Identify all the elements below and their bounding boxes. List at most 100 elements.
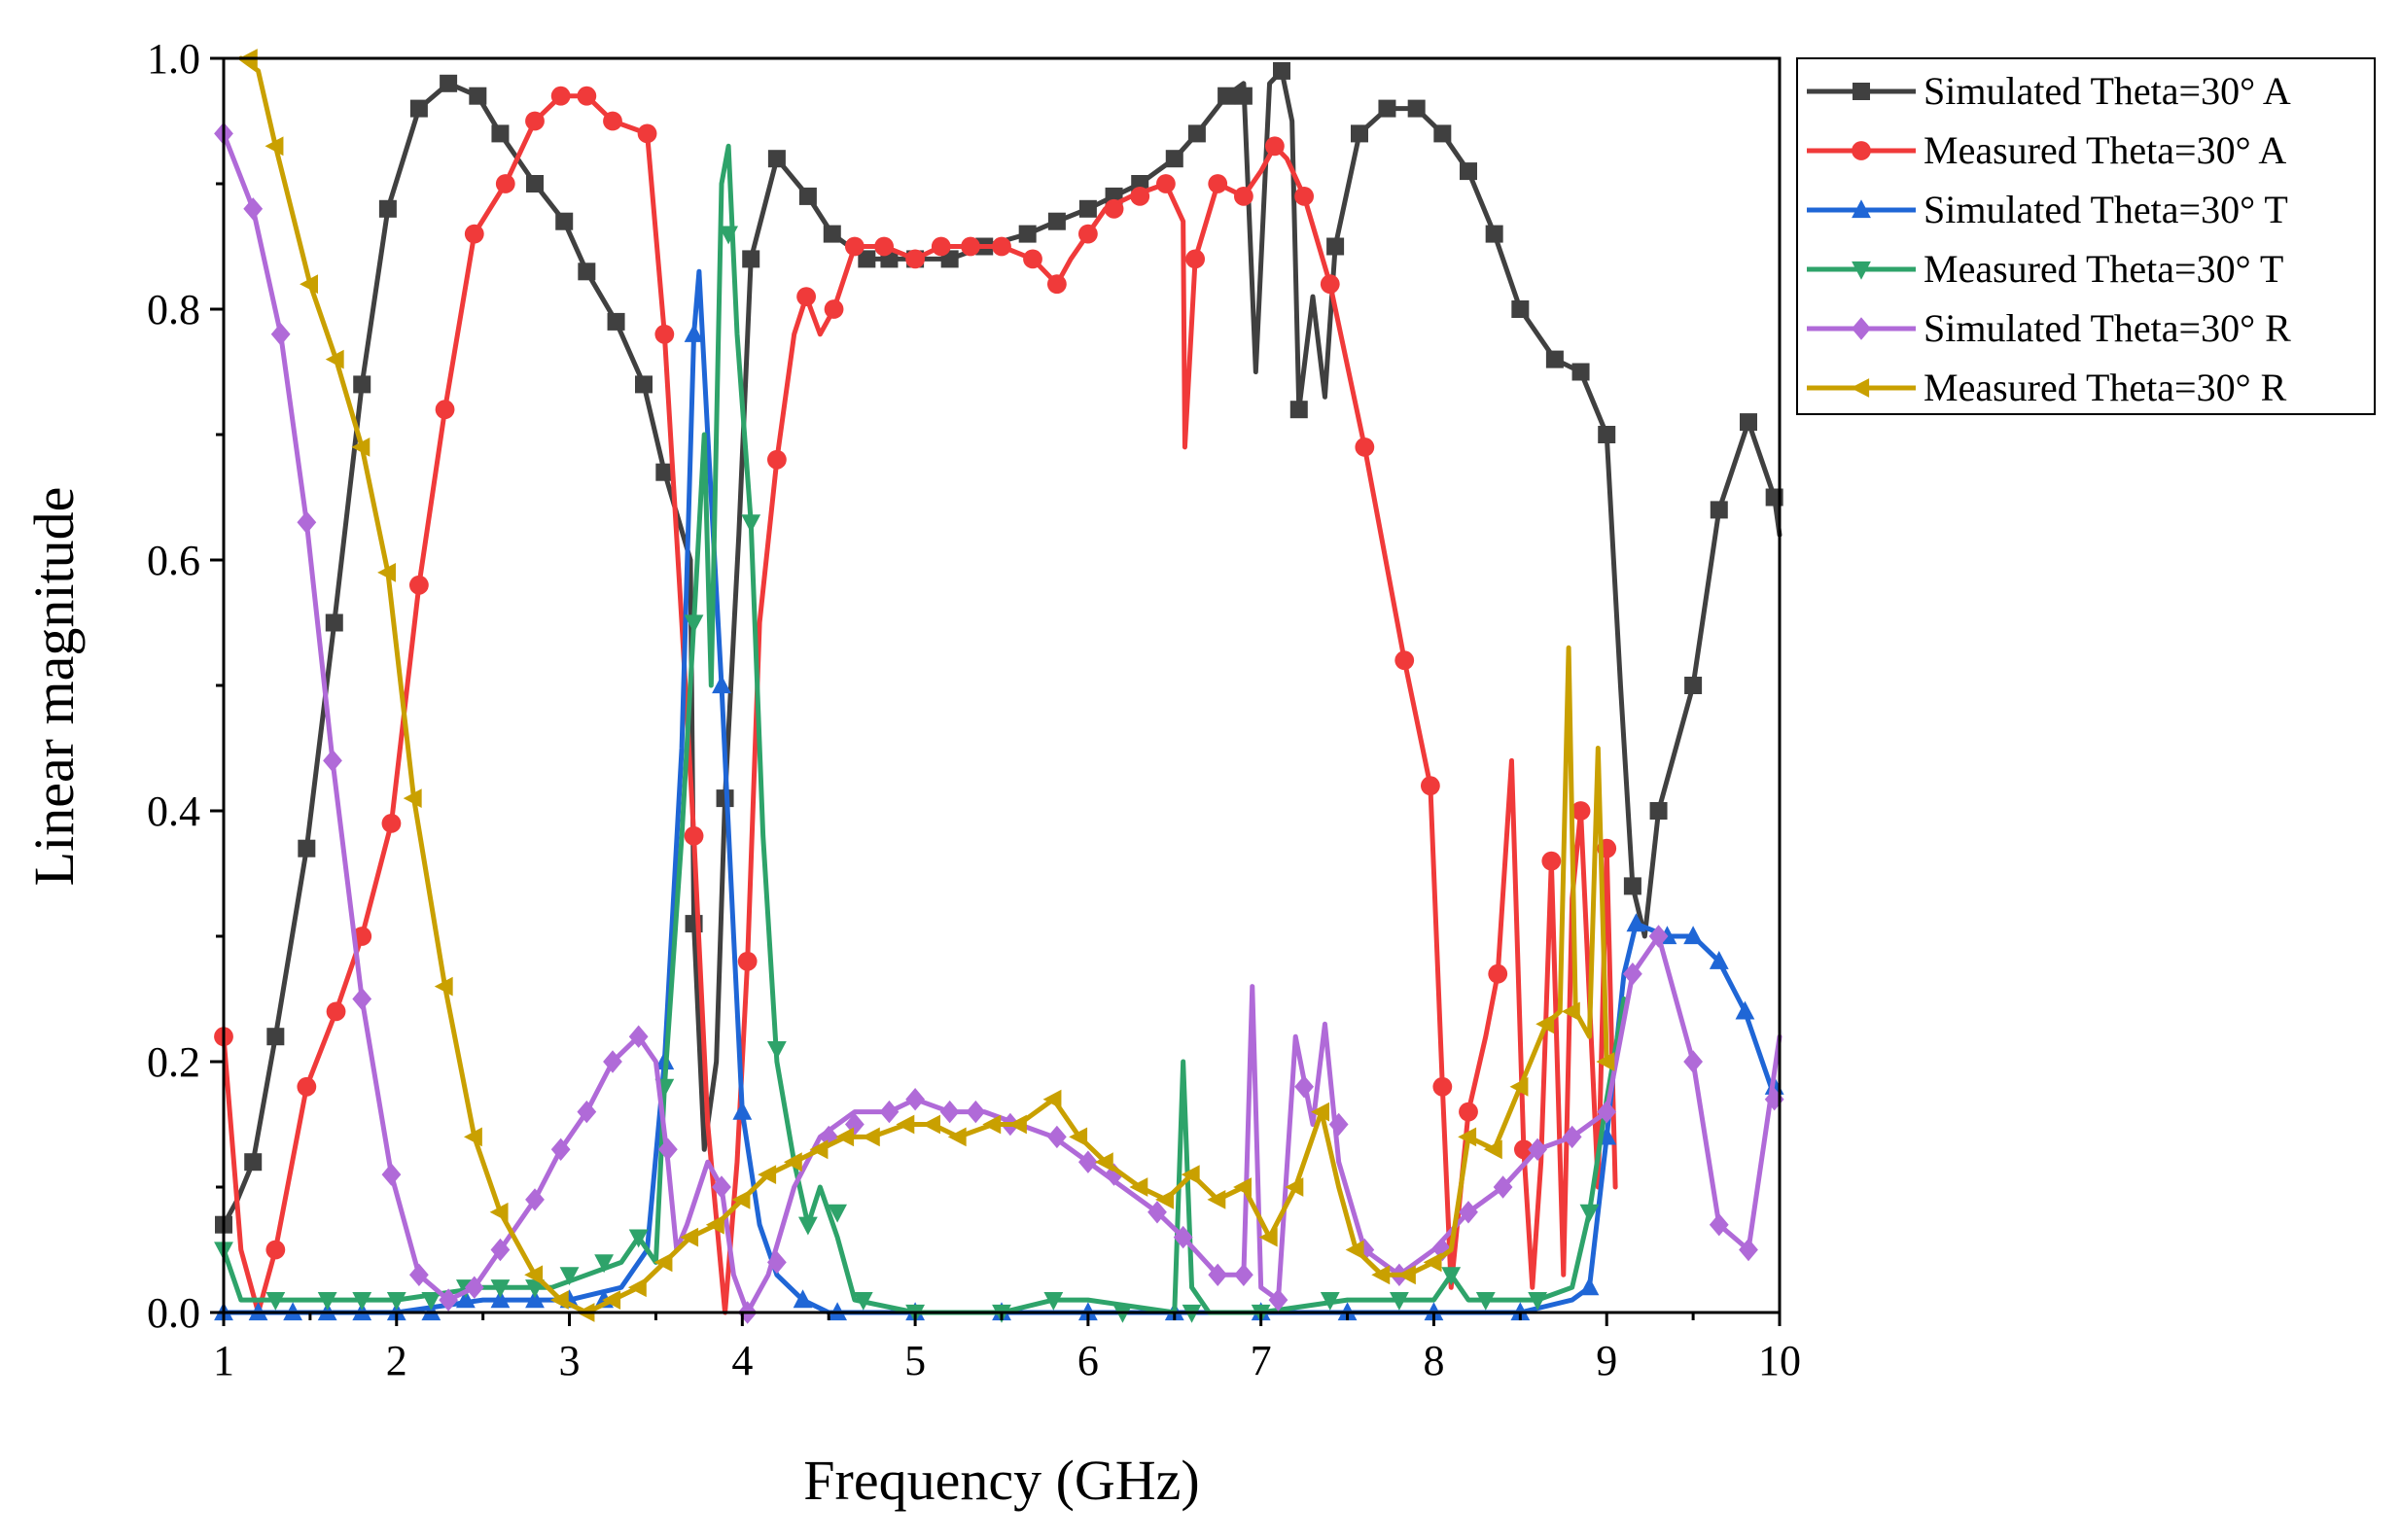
data-point xyxy=(1735,1000,1755,1020)
data-point xyxy=(1441,1267,1462,1286)
data-point xyxy=(602,1290,621,1310)
data-point xyxy=(741,514,761,534)
data-point xyxy=(742,250,760,268)
series-line-2 xyxy=(221,93,1618,1315)
data-point xyxy=(1597,1100,1617,1124)
data-point xyxy=(435,400,455,420)
data-point xyxy=(1528,1138,1548,1161)
x-tick-label: 9 xyxy=(1596,1337,1617,1384)
data-point xyxy=(266,1028,285,1046)
data-point xyxy=(1596,1052,1615,1071)
data-point xyxy=(783,1152,802,1172)
data-point xyxy=(298,839,316,858)
data-point xyxy=(525,1289,545,1309)
legend-items: Simulated Theta=30° A Measured Theta=30° … xyxy=(1807,69,2291,409)
data-point xyxy=(1571,801,1591,821)
data-point xyxy=(861,1127,880,1147)
data-point xyxy=(1187,124,1206,143)
data-point xyxy=(352,1292,372,1311)
data-point xyxy=(1562,1125,1582,1149)
data-point xyxy=(653,1252,673,1273)
x-tick-label: 3 xyxy=(559,1337,581,1384)
data-point xyxy=(1285,1177,1304,1197)
data-point xyxy=(874,236,895,257)
series-line-5 xyxy=(221,130,1782,1315)
data-point xyxy=(464,1276,484,1299)
data-point xyxy=(351,438,371,457)
data-point xyxy=(982,1114,1002,1135)
x-tick-label: 1 xyxy=(213,1337,234,1384)
data-point xyxy=(1394,650,1415,671)
data-point xyxy=(607,312,625,331)
data-point xyxy=(767,150,786,168)
data-point xyxy=(1488,963,1508,984)
data-point xyxy=(712,675,731,694)
data-point xyxy=(684,614,704,634)
data-point xyxy=(524,1265,544,1285)
y-tick-label: 0.2 xyxy=(147,1038,200,1086)
data-point xyxy=(705,1214,724,1235)
data-point xyxy=(637,123,657,144)
data-point xyxy=(1047,212,1066,230)
data-point xyxy=(1475,1292,1496,1311)
x-tick-label: 7 xyxy=(1251,1337,1272,1384)
data-point xyxy=(1683,1050,1704,1073)
series-5 xyxy=(214,122,1784,1324)
data-point xyxy=(798,187,817,205)
y-tick-label: 0.4 xyxy=(147,788,200,835)
data-point xyxy=(905,249,926,269)
series-4 xyxy=(214,143,1627,1323)
data-point xyxy=(491,124,510,143)
data-point xyxy=(680,1227,699,1247)
data-point xyxy=(1509,1076,1529,1097)
data-point xyxy=(657,1138,678,1161)
data-point xyxy=(684,324,704,342)
data-point xyxy=(1094,1152,1113,1172)
data-point xyxy=(1355,438,1375,457)
data-point xyxy=(526,175,544,192)
data-point xyxy=(1739,1238,1758,1262)
data-point xyxy=(1046,274,1067,295)
data-point xyxy=(1233,187,1253,206)
data-point xyxy=(1535,1014,1555,1034)
data-point xyxy=(858,250,876,268)
data-point xyxy=(1423,1252,1442,1273)
data-point xyxy=(824,299,844,319)
data-point xyxy=(455,1289,476,1309)
y-tick-label: 0.8 xyxy=(147,286,200,333)
data-point xyxy=(1648,925,1669,948)
data-point xyxy=(325,349,344,369)
data-point xyxy=(796,287,817,306)
legend: Simulated Theta=30° A Measured Theta=30° … xyxy=(1796,57,2376,415)
data-point xyxy=(578,262,596,281)
plot-axes: 1 2 3 4 5 6 7 8 9 10 0.0 0.2 0.4 0.6 0.8 1.0 xyxy=(147,35,1801,1384)
data-point xyxy=(421,1292,441,1311)
data-point xyxy=(737,951,758,971)
x-tick-label: 10 xyxy=(1758,1337,1801,1384)
data-point xyxy=(297,1076,317,1097)
data-point xyxy=(550,86,571,106)
series-line-3 xyxy=(221,268,1782,1315)
data-point xyxy=(922,1114,940,1135)
data-point xyxy=(731,1190,751,1209)
data-point xyxy=(1043,1292,1064,1311)
data-point xyxy=(1528,1292,1548,1311)
data-point xyxy=(828,1204,848,1223)
data-point xyxy=(1181,1165,1200,1184)
data-point xyxy=(1165,150,1183,168)
data-point xyxy=(1207,1190,1226,1209)
data-point xyxy=(243,197,264,221)
data-point xyxy=(1571,363,1590,381)
data-point xyxy=(1294,1075,1315,1099)
y-tick-label: 1.0 xyxy=(147,35,200,83)
data-point xyxy=(381,1163,402,1186)
data-point xyxy=(1233,1177,1252,1197)
data-point xyxy=(594,1254,615,1274)
y-tick-label: 0.6 xyxy=(147,537,200,584)
data-point xyxy=(1268,1288,1288,1312)
data-point xyxy=(1234,87,1253,105)
data-point xyxy=(1683,926,1704,945)
data-point xyxy=(896,1114,915,1135)
data-point xyxy=(300,274,318,295)
data-point xyxy=(408,575,429,595)
